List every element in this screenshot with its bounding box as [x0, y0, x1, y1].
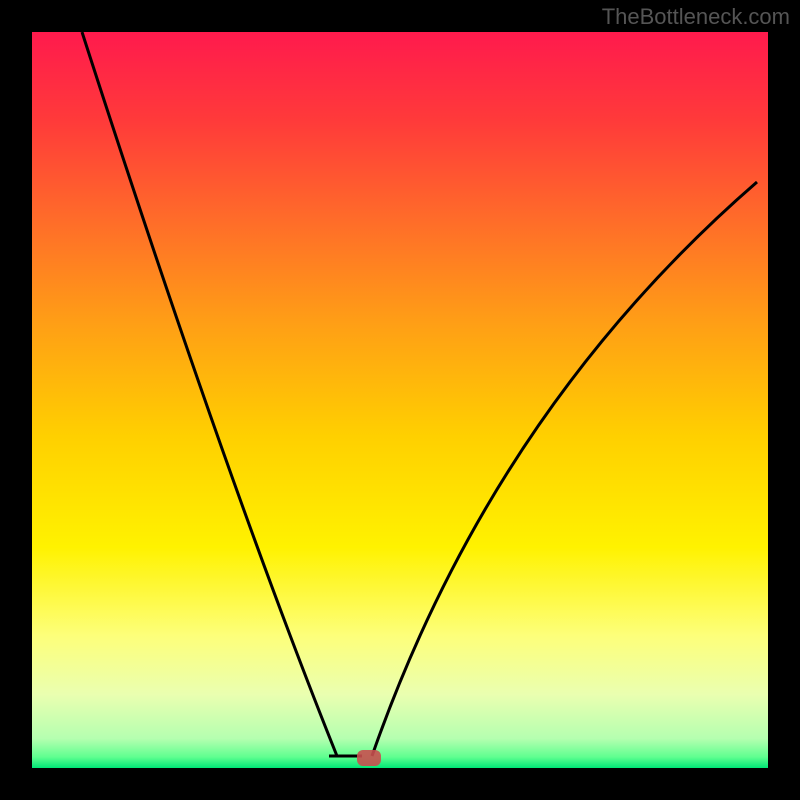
chart-container: TheBottleneck.com: [0, 0, 800, 800]
curve-left-branch: [82, 32, 337, 756]
curve-layer: [32, 32, 768, 768]
curve-right-branch: [372, 182, 757, 756]
watermark-text: TheBottleneck.com: [602, 4, 790, 30]
optimal-marker: [357, 750, 381, 766]
plot-area: [32, 32, 768, 768]
